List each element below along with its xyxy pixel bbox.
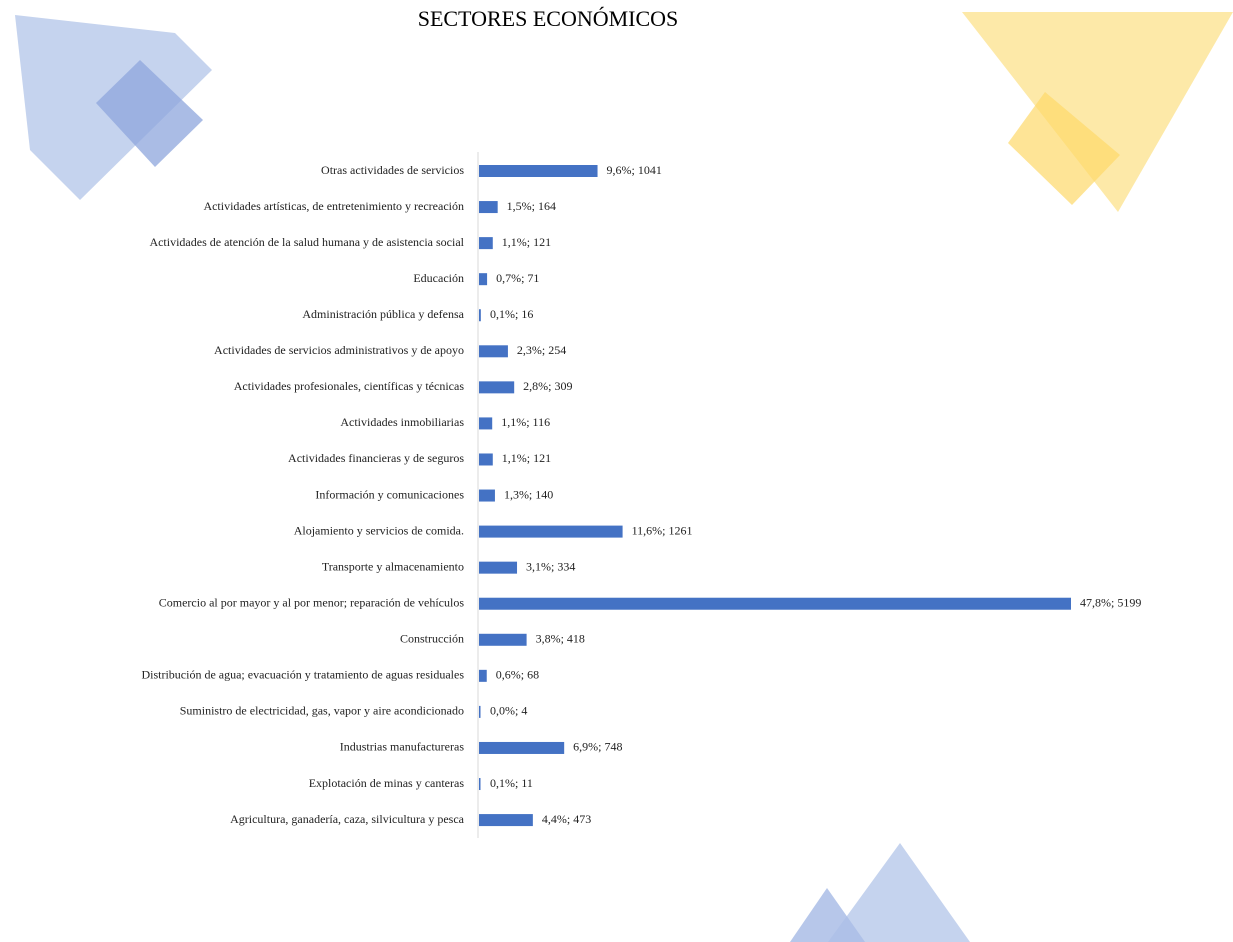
bar <box>479 237 493 250</box>
y-tick-label: Construcción <box>400 632 464 646</box>
bar <box>479 201 498 214</box>
bar <box>479 309 481 322</box>
data-label: 3,8%; 418 <box>536 632 585 646</box>
data-label: 1,1%; 116 <box>501 415 550 429</box>
data-label: 47,8%; 5199 <box>1080 595 1141 609</box>
bar <box>479 525 623 538</box>
y-tick-label: Alojamiento y servicios de comida. <box>294 523 464 537</box>
data-label: 0,7%; 71 <box>496 271 539 285</box>
y-tick-label: Actividades de atención de la salud huma… <box>149 235 464 249</box>
bar <box>479 417 493 430</box>
bar <box>479 381 515 394</box>
data-label: 4,4%; 473 <box>542 812 591 826</box>
data-label: 0,0%; 4 <box>490 704 527 718</box>
y-tick-label: Suministro de electricidad, gas, vapor y… <box>180 704 464 718</box>
bar <box>479 273 488 286</box>
data-label: 1,5%; 164 <box>507 199 556 213</box>
data-label: 9,6%; 1041 <box>607 163 662 177</box>
bar <box>479 453 493 466</box>
y-tick-label: Distribución de agua; evacuación y trata… <box>141 668 464 682</box>
y-tick-label: Administración pública y defensa <box>302 307 464 321</box>
bar <box>479 669 487 682</box>
bar <box>479 345 508 358</box>
data-label: 3,1%; 334 <box>526 559 575 573</box>
bar <box>479 705 481 718</box>
y-tick-label: Actividades de servicios administrativos… <box>214 343 464 357</box>
bar <box>479 165 598 177</box>
y-tick-label: Industrias manufactureras <box>340 740 465 754</box>
data-label: 1,1%; 121 <box>502 451 551 465</box>
data-label: 0,6%; 68 <box>496 668 539 682</box>
y-tick-label: Actividades inmobiliarias <box>340 415 464 429</box>
data-label: 6,9%; 748 <box>573 740 622 754</box>
bar <box>479 597 1071 610</box>
y-tick-label: Actividades artísticas, de entretenimien… <box>203 199 464 213</box>
y-tick-label: Transporte y almacenamiento <box>322 559 464 573</box>
bar <box>479 814 533 827</box>
y-tick-label: Agricultura, ganadería, caza, silvicultu… <box>230 812 465 826</box>
y-tick-label: Comercio al por mayor y al por menor; re… <box>159 595 465 609</box>
data-label: 1,3%; 140 <box>504 487 553 501</box>
bar <box>479 633 527 646</box>
data-label: 0,1%; 16 <box>490 307 533 321</box>
y-tick-label: Información y comunicaciones <box>315 487 464 501</box>
data-label: 0,1%; 11 <box>490 776 533 790</box>
bar <box>479 561 518 574</box>
chart-title: SECTORES ECONÓMICOS <box>418 6 679 31</box>
bar <box>479 741 565 754</box>
y-tick-label: Explotación de minas y canteras <box>309 776 465 790</box>
data-label: 1,1%; 121 <box>502 235 551 249</box>
y-tick-label: Actividades profesionales, científicas y… <box>234 379 465 393</box>
bar <box>479 778 481 791</box>
data-label: 11,6%; 1261 <box>632 523 693 537</box>
bar <box>479 489 495 502</box>
data-label: 2,3%; 254 <box>517 343 566 357</box>
y-tick-label: Otras actividades de servicios <box>321 163 464 177</box>
decoration <box>15 12 1233 942</box>
y-tick-label: Educación <box>413 271 464 285</box>
data-label: 2,8%; 309 <box>523 379 572 393</box>
y-tick-label: Actividades financieras y de seguros <box>288 451 464 465</box>
